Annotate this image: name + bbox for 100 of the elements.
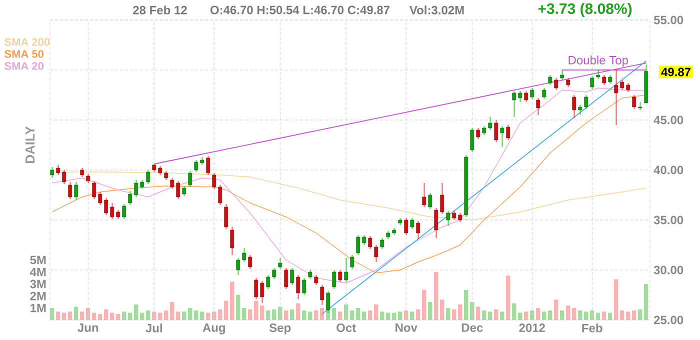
bar (350, 310, 354, 320)
bar (362, 312, 366, 320)
text: O:46.70 H:50.54 L:46.70 C:49.87 (210, 6, 390, 14)
candlestick (518, 90, 522, 102)
candlestick (338, 270, 342, 282)
candlestick (314, 274, 318, 286)
candlestick (446, 210, 450, 226)
candlestick (320, 284, 324, 306)
bar (620, 310, 624, 320)
line-series (52, 172, 646, 220)
candlestick (104, 198, 108, 216)
bar (302, 310, 306, 320)
candlestick (590, 76, 594, 90)
candlestick (350, 254, 354, 270)
bar (176, 312, 180, 320)
bar (332, 308, 336, 320)
y-tick-label: 55.00 (654, 16, 684, 24)
bar (434, 272, 438, 320)
bar (476, 306, 480, 320)
bar (554, 300, 558, 320)
x-tick-label: Jun (78, 324, 98, 332)
candlestick (530, 88, 534, 100)
y2-tick-label: 3M (30, 280, 46, 288)
candlestick (284, 268, 288, 290)
candlestick (428, 192, 432, 210)
bar (236, 294, 240, 320)
bar (224, 300, 228, 320)
y2-tick-label: 2M (30, 292, 46, 300)
bar (182, 312, 186, 320)
bar (170, 302, 174, 320)
candlestick (548, 74, 552, 86)
candlestick (134, 180, 138, 198)
candlestick (176, 180, 180, 200)
bar (572, 308, 576, 320)
candlestick (506, 124, 510, 140)
candlestick (278, 258, 282, 270)
bar (584, 312, 588, 320)
candlestick (242, 248, 246, 262)
candlestick (536, 98, 540, 116)
text: 28 Feb 12 (133, 6, 187, 14)
candlestick (236, 258, 240, 276)
text: SMA 20 (4, 62, 44, 70)
bar (524, 312, 528, 320)
bar (602, 312, 606, 320)
candlestick (614, 70, 618, 126)
x-tick-label: Aug (202, 324, 225, 334)
candlestick (92, 180, 96, 200)
candlestick (410, 218, 414, 230)
candlestick (182, 186, 186, 196)
bar (566, 306, 570, 320)
text: SMA 200 (4, 38, 50, 46)
candlestick (476, 128, 480, 140)
candlestick (194, 160, 198, 172)
candlestick (434, 208, 438, 238)
bar (464, 290, 468, 320)
candlestick (440, 182, 444, 214)
candlestick (500, 126, 504, 148)
bar (548, 310, 552, 320)
candlestick (368, 236, 372, 250)
candlestick (290, 268, 294, 286)
candlestick (362, 234, 366, 246)
candlestick (344, 258, 348, 282)
candlestick (470, 128, 474, 152)
bar (242, 308, 246, 320)
candlestick (254, 278, 258, 300)
candlestick (302, 278, 306, 296)
candlestick (128, 190, 132, 206)
candlestick (86, 174, 90, 184)
y2-tick-label: 4M (30, 268, 46, 276)
candlestick (122, 204, 126, 220)
x-tick-label: Nov (396, 324, 418, 332)
candlestick (68, 182, 72, 200)
bar (446, 308, 450, 320)
candlestick (488, 116, 492, 130)
x-tick-label: Feb (582, 324, 602, 332)
candlestick (602, 74, 606, 86)
candlestick (380, 238, 384, 250)
bar (578, 310, 582, 320)
bar (506, 276, 510, 320)
bar (68, 312, 72, 320)
bar (296, 303, 300, 320)
candlestick (230, 226, 234, 256)
bar (314, 310, 318, 320)
bar (542, 312, 546, 320)
x-tick-label: Dec (462, 324, 483, 332)
x-tick-label: Jul (146, 324, 162, 332)
bar (374, 304, 378, 320)
bar (200, 312, 204, 320)
bar (398, 312, 402, 320)
bar (146, 310, 150, 320)
x-tick-label: Sep (269, 324, 291, 334)
bar (308, 312, 312, 320)
text: Vol:3.02M (410, 6, 464, 14)
bar (80, 312, 84, 320)
bar (644, 284, 648, 320)
x-tick-label: Oct (336, 324, 356, 332)
text: SMA 50 (4, 50, 44, 58)
y-tick-label: 25.00 (654, 316, 684, 324)
bar (560, 310, 564, 320)
candlestick (620, 80, 624, 90)
